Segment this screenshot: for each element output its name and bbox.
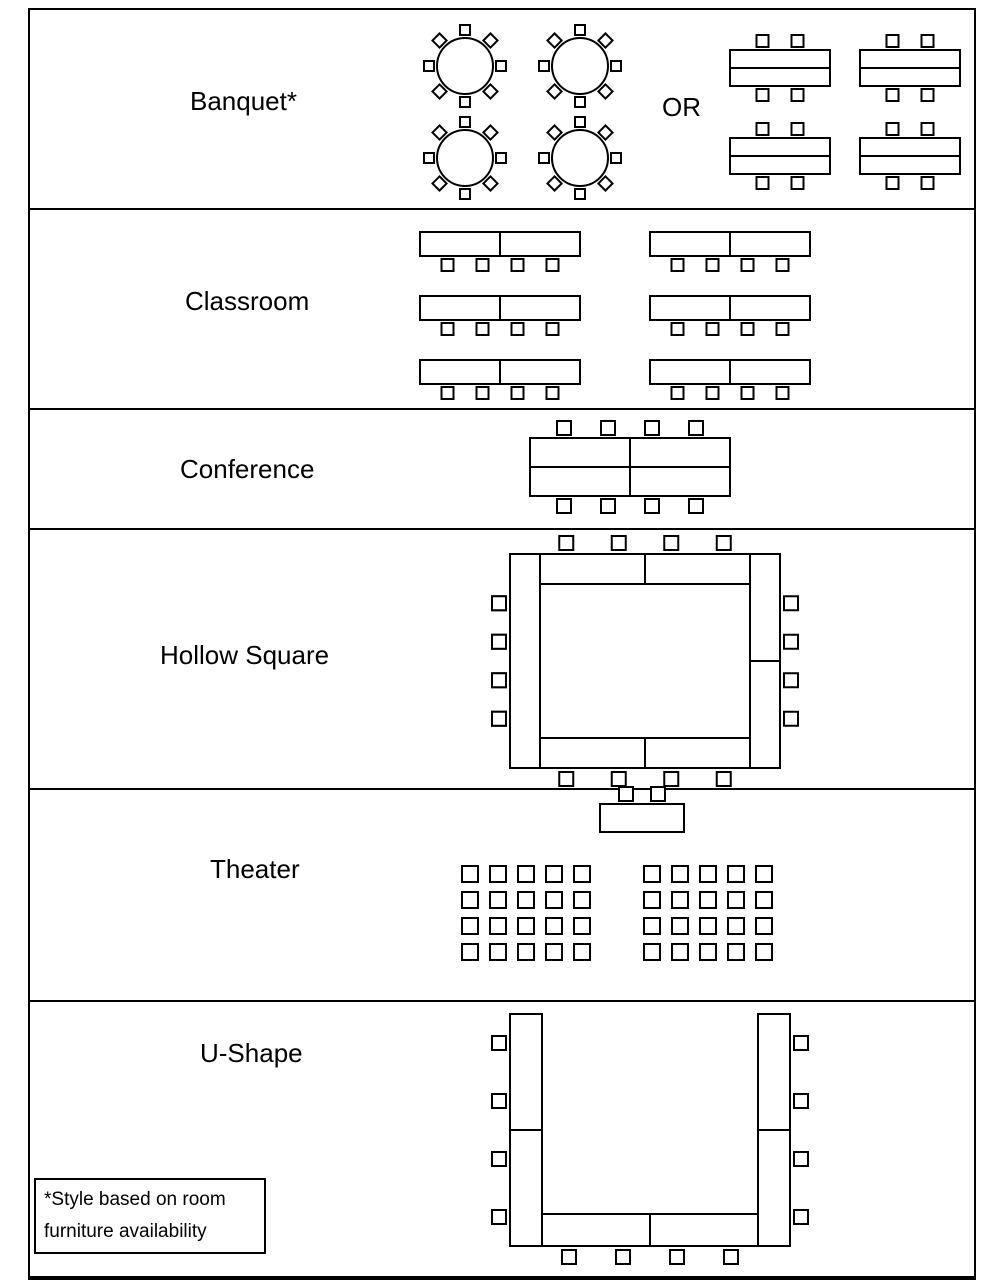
diagram-theater xyxy=(30,790,974,1002)
diagram-hollow-square xyxy=(30,530,974,790)
diagram-banquet xyxy=(30,10,974,210)
row-hollow-square: Hollow Square xyxy=(30,530,974,790)
row-conference: Conference xyxy=(30,410,974,530)
row-theater: Theater xyxy=(30,790,974,1002)
row-classroom: Classroom xyxy=(30,210,974,410)
row-banquet: Banquet*OR xyxy=(30,10,974,210)
footnote: *Style based on roomfurniture availabili… xyxy=(34,1178,266,1254)
diagram-classroom xyxy=(30,210,974,410)
diagram-conference xyxy=(30,410,974,530)
